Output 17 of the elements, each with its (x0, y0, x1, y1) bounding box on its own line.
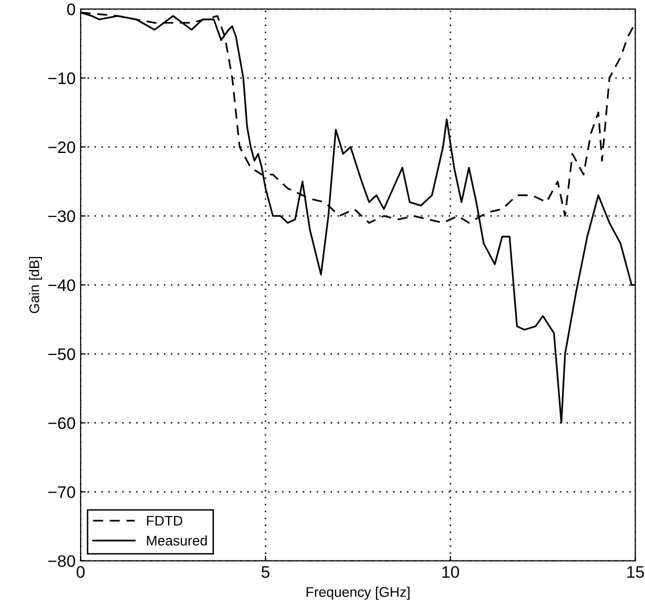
x-axis-title: Frequency [GHz] (306, 586, 410, 600)
y-tick-label: −80 (48, 555, 76, 567)
y-tick-label: −50 (48, 348, 76, 360)
y-tick-label: 0 (67, 3, 76, 16)
y-tick-label: −30 (48, 210, 76, 222)
y-tick-label: −60 (48, 417, 76, 430)
x-tick-label: 5 (262, 566, 270, 578)
y-tick-label: −10 (48, 72, 76, 84)
x-tick-label: 0 (76, 566, 85, 578)
y-tick-label: −20 (48, 141, 76, 154)
y-tick-label: −70 (48, 486, 76, 498)
y-tick-label: −40 (48, 279, 76, 292)
legend-label: FDTD (147, 516, 182, 526)
y-axis-title: Gain [dB] (28, 256, 42, 314)
legend-label: Measured (147, 535, 207, 546)
x-tick-label: 15 (627, 566, 644, 578)
x-tick-label: 10 (442, 566, 460, 578)
